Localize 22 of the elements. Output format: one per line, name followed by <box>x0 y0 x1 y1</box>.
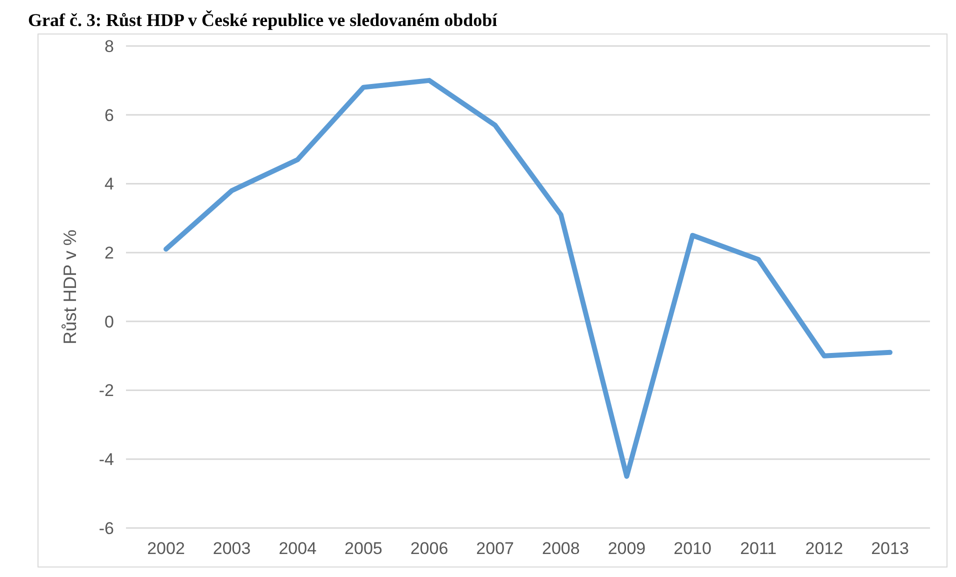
x-tick-label: 2013 <box>871 539 909 558</box>
x-tick-label: 2009 <box>608 539 646 558</box>
x-tick-label: 2007 <box>476 539 514 558</box>
x-tick-label: 2005 <box>344 539 382 558</box>
x-tick-label: 2002 <box>147 539 185 558</box>
y-axis-title: Růst HDP v % <box>60 230 80 344</box>
y-tick-label: 4 <box>104 174 114 194</box>
chart-title: Graf č. 3: Růst HDP v České republice ve sledovaném období <box>28 10 498 30</box>
x-tick-label: 2003 <box>212 539 251 558</box>
y-tick-label: 6 <box>104 106 114 125</box>
y-tick-label: 0 <box>104 312 114 332</box>
x-tick-label: 2004 <box>278 539 317 558</box>
x-tick-label: 2008 <box>542 539 580 558</box>
y-tick-label: -4 <box>98 450 114 470</box>
x-tick-label: 2011 <box>740 539 777 558</box>
x-tick-label: 2006 <box>410 539 448 558</box>
x-tick-label: 2012 <box>805 539 844 558</box>
y-tick-label: -2 <box>98 381 114 400</box>
y-tick-label: 2 <box>104 244 114 263</box>
y-tick-label: -6 <box>98 518 114 538</box>
x-tick-label: 2010 <box>674 539 712 558</box>
y-tick-label: 8 <box>104 36 114 56</box>
